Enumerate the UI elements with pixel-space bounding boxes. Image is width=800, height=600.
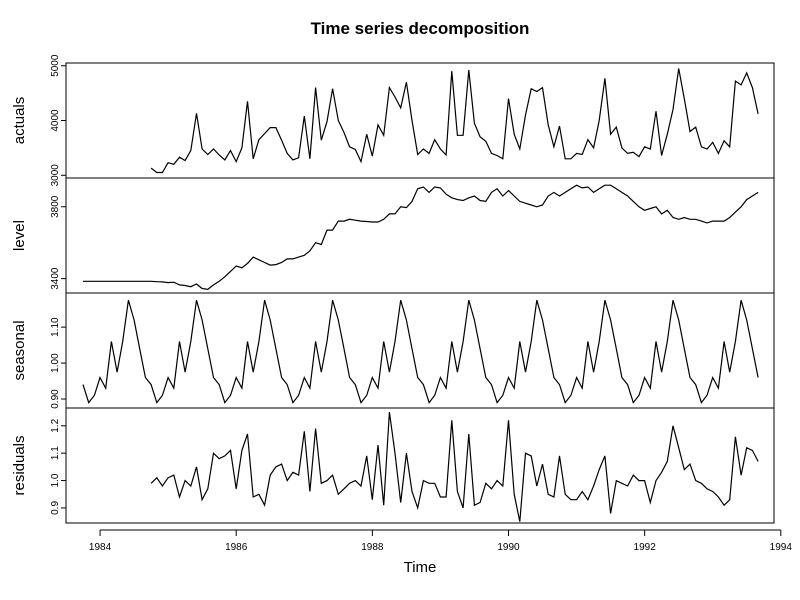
series-line-actuals (150, 68, 759, 174)
ylabel-actuals: actuals (11, 97, 28, 145)
panel-seasonal: 0.90 1.00 1.10 seasonal (11, 292, 775, 409)
xtick-label-5: 1994 (770, 542, 793, 553)
series-line-level (83, 184, 759, 291)
xtick-label-3: 1990 (497, 542, 520, 553)
ylabel-seasonal: seasonal (11, 320, 28, 380)
ytick-label-level-1: 3800 (50, 195, 61, 218)
xtick-label-0: 1984 (89, 542, 112, 553)
panel-frame-seasonal (65, 292, 775, 409)
xtick-label-2: 1988 (361, 542, 384, 553)
series-line-residuals (150, 412, 759, 522)
panels-group: 300040005000actuals34003800level0.901.00… (11, 54, 775, 524)
panel-level: 3400 3800 level (11, 177, 775, 294)
panel-frame-actuals (65, 62, 775, 179)
ytick-label-residuals-1: 1.0 (50, 473, 61, 487)
series-line-seasonal (82, 300, 759, 404)
panel-frame-residuals (65, 407, 775, 524)
ylabel-residuals: residuals (11, 435, 28, 495)
ytick-label-residuals-3: 1.2 (50, 418, 61, 432)
ytick-label-actuals-2: 5000 (50, 54, 61, 77)
xtick-label-1: 1986 (225, 542, 248, 553)
ytick-label-seasonal-0: 0.90 (50, 389, 61, 409)
panel-residuals: 0.9 1.0 1.1 1.2 residuals (11, 407, 775, 524)
ytick-label-seasonal-2: 1.10 (50, 317, 61, 337)
ytick-label-seasonal-1: 1.00 (50, 353, 61, 373)
ytick-label-actuals-1: 4000 (50, 109, 61, 132)
ytick-label-actuals-0: 3000 (50, 164, 61, 187)
chart-title: Time series decomposition (311, 19, 530, 38)
ytick-label-residuals-2: 1.1 (50, 446, 61, 460)
x-axis-label: Time (404, 559, 437, 576)
panel-actuals: 3000 4000 5000 actuals (11, 54, 775, 187)
ytick-label-residuals-0: 0.9 (50, 501, 61, 515)
ylabel-level: level (11, 220, 28, 251)
xtick-label-4: 1992 (634, 542, 657, 553)
x-axis: 1984 1986 1988 1990 1992 1994 (89, 529, 793, 553)
panel-frame-level (65, 177, 775, 294)
ytick-label-level-0: 3400 (50, 267, 61, 290)
